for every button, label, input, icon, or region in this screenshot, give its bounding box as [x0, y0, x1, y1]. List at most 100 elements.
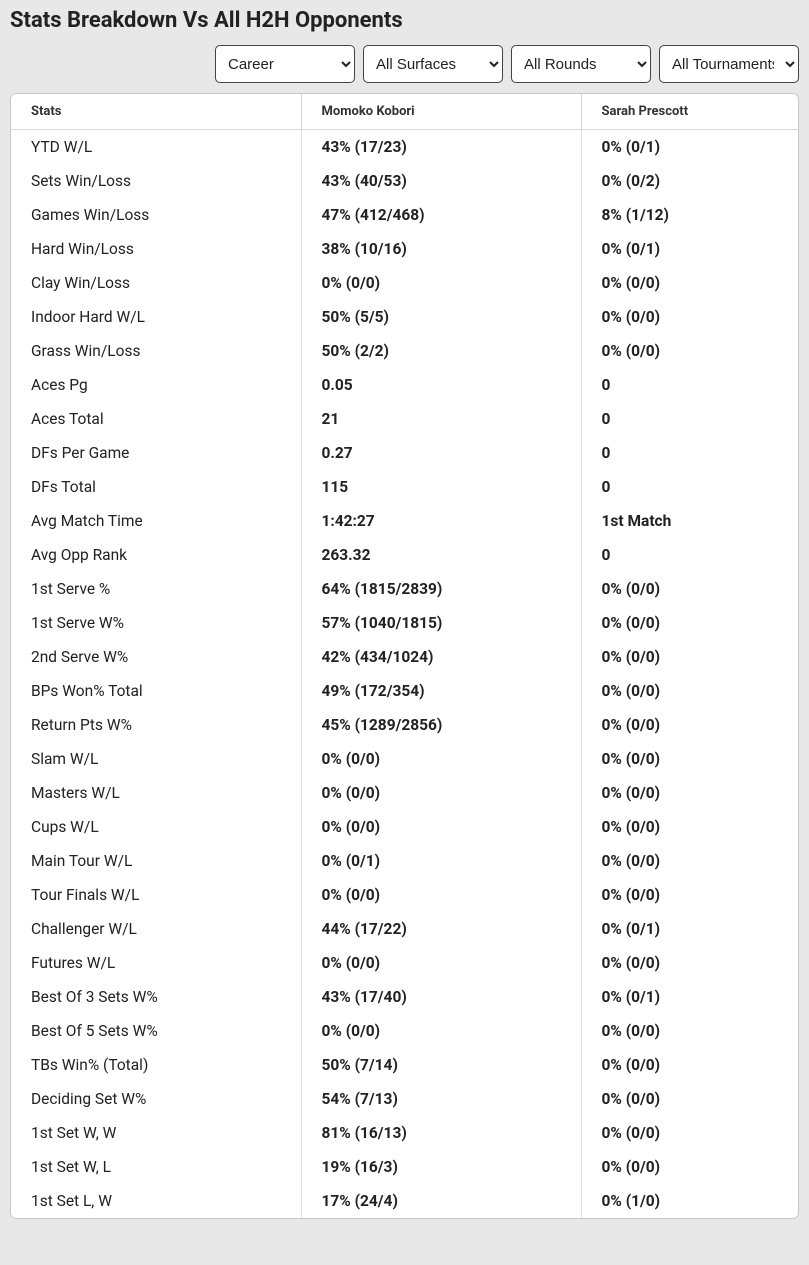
- table-row: Best Of 5 Sets W%0% (0/0)0% (0/0): [11, 1014, 798, 1048]
- round-select[interactable]: All Rounds: [511, 45, 651, 83]
- stat-label: Indoor Hard W/L: [11, 300, 301, 334]
- table-row: Challenger W/L44% (17/22)0% (0/1): [11, 912, 798, 946]
- stat-label: Hard Win/Loss: [11, 232, 301, 266]
- player1-value: 19% (16/3): [301, 1150, 581, 1184]
- player2-value: 0% (0/1): [581, 232, 798, 266]
- table-row: 1st Set W, L19% (16/3)0% (0/0): [11, 1150, 798, 1184]
- table-row: Avg Match Time1:42:271st Match: [11, 504, 798, 538]
- stat-label: DFs Total: [11, 470, 301, 504]
- player1-value: 54% (7/13): [301, 1082, 581, 1116]
- player2-value: 0% (0/0): [581, 300, 798, 334]
- player2-value: 0% (0/0): [581, 708, 798, 742]
- player2-value: 0: [581, 436, 798, 470]
- table-row: TBs Win% (Total)50% (7/14)0% (0/0): [11, 1048, 798, 1082]
- table-row: Hard Win/Loss38% (10/16)0% (0/1): [11, 232, 798, 266]
- stat-label: TBs Win% (Total): [11, 1048, 301, 1082]
- stat-label: Tour Finals W/L: [11, 878, 301, 912]
- player2-value: 0: [581, 368, 798, 402]
- stat-label: Return Pts W%: [11, 708, 301, 742]
- player1-value: 263.32: [301, 538, 581, 572]
- player1-value: 0% (0/0): [301, 776, 581, 810]
- col-header-player2: Sarah Prescott: [581, 94, 798, 130]
- player2-value: 0% (0/0): [581, 334, 798, 368]
- player2-value: 0% (0/0): [581, 878, 798, 912]
- player1-value: 43% (40/53): [301, 164, 581, 198]
- stats-table: Stats Momoko Kobori Sarah Prescott YTD W…: [11, 94, 798, 1218]
- player1-value: 0% (0/0): [301, 266, 581, 300]
- stat-label: Best Of 3 Sets W%: [11, 980, 301, 1014]
- player2-value: 0% (0/1): [581, 912, 798, 946]
- table-row: Grass Win/Loss50% (2/2)0% (0/0): [11, 334, 798, 368]
- player2-value: 0% (0/0): [581, 266, 798, 300]
- stat-label: Clay Win/Loss: [11, 266, 301, 300]
- player2-value: 0% (0/0): [581, 810, 798, 844]
- table-row: Masters W/L0% (0/0)0% (0/0): [11, 776, 798, 810]
- stat-label: Cups W/L: [11, 810, 301, 844]
- stat-label: Grass Win/Loss: [11, 334, 301, 368]
- player1-value: 0% (0/1): [301, 844, 581, 878]
- table-row: 1st Serve W%57% (1040/1815)0% (0/0): [11, 606, 798, 640]
- table-row: Best Of 3 Sets W%43% (17/40)0% (0/1): [11, 980, 798, 1014]
- player2-value: 0% (0/0): [581, 776, 798, 810]
- player1-value: 47% (412/468): [301, 198, 581, 232]
- stat-label: Futures W/L: [11, 946, 301, 980]
- stats-table-container: Stats Momoko Kobori Sarah Prescott YTD W…: [10, 93, 799, 1219]
- player1-value: 50% (2/2): [301, 334, 581, 368]
- surface-select[interactable]: All Surfaces: [363, 45, 503, 83]
- stat-label: Best Of 5 Sets W%: [11, 1014, 301, 1048]
- table-row: Futures W/L0% (0/0)0% (0/0): [11, 946, 798, 980]
- player1-value: 49% (172/354): [301, 674, 581, 708]
- table-row: DFs Total1150: [11, 470, 798, 504]
- player2-value: 0% (0/0): [581, 946, 798, 980]
- page-title: Stats Breakdown Vs All H2H Opponents: [10, 8, 799, 33]
- period-select[interactable]: Career: [215, 45, 355, 83]
- player2-value: 0% (0/0): [581, 1116, 798, 1150]
- player2-value: 0: [581, 470, 798, 504]
- table-row: Deciding Set W%54% (7/13)0% (0/0): [11, 1082, 798, 1116]
- player2-value: 8% (1/12): [581, 198, 798, 232]
- stat-label: DFs Per Game: [11, 436, 301, 470]
- player1-value: 0.05: [301, 368, 581, 402]
- table-row: Games Win/Loss47% (412/468)8% (1/12): [11, 198, 798, 232]
- player2-value: 0% (0/0): [581, 674, 798, 708]
- stat-label: BPs Won% Total: [11, 674, 301, 708]
- table-row: Cups W/L0% (0/0)0% (0/0): [11, 810, 798, 844]
- player1-value: 45% (1289/2856): [301, 708, 581, 742]
- player2-value: 0: [581, 402, 798, 436]
- player1-value: 0.27: [301, 436, 581, 470]
- player1-value: 115: [301, 470, 581, 504]
- player2-value: 0: [581, 538, 798, 572]
- table-row: YTD W/L43% (17/23)0% (0/1): [11, 130, 798, 165]
- table-row: Return Pts W%45% (1289/2856)0% (0/0): [11, 708, 798, 742]
- stat-label: YTD W/L: [11, 130, 301, 165]
- col-header-stats: Stats: [11, 94, 301, 130]
- player1-value: 0% (0/0): [301, 742, 581, 776]
- player1-value: 43% (17/23): [301, 130, 581, 165]
- table-row: Aces Total210: [11, 402, 798, 436]
- player2-value: 0% (0/0): [581, 640, 798, 674]
- player1-value: 42% (434/1024): [301, 640, 581, 674]
- stat-label: 1st Serve W%: [11, 606, 301, 640]
- table-row: 1st Serve %64% (1815/2839)0% (0/0): [11, 572, 798, 606]
- table-row: 1st Set W, W81% (16/13)0% (0/0): [11, 1116, 798, 1150]
- stat-label: Sets Win/Loss: [11, 164, 301, 198]
- player1-value: 44% (17/22): [301, 912, 581, 946]
- stat-label: Masters W/L: [11, 776, 301, 810]
- table-row: Sets Win/Loss43% (40/53)0% (0/2): [11, 164, 798, 198]
- table-row: Clay Win/Loss0% (0/0)0% (0/0): [11, 266, 798, 300]
- table-row: Indoor Hard W/L50% (5/5)0% (0/0): [11, 300, 798, 334]
- player2-value: 0% (0/2): [581, 164, 798, 198]
- player1-value: 43% (17/40): [301, 980, 581, 1014]
- table-row: Aces Pg0.050: [11, 368, 798, 402]
- player2-value: 1st Match: [581, 504, 798, 538]
- player2-value: 0% (1/0): [581, 1184, 798, 1218]
- col-header-player1: Momoko Kobori: [301, 94, 581, 130]
- player2-value: 0% (0/0): [581, 1048, 798, 1082]
- tournament-select[interactable]: All Tournaments: [659, 45, 799, 83]
- table-row: Tour Finals W/L0% (0/0)0% (0/0): [11, 878, 798, 912]
- player1-value: 1:42:27: [301, 504, 581, 538]
- player1-value: 50% (7/14): [301, 1048, 581, 1082]
- stat-label: 1st Serve %: [11, 572, 301, 606]
- player1-value: 0% (0/0): [301, 1014, 581, 1048]
- player1-value: 64% (1815/2839): [301, 572, 581, 606]
